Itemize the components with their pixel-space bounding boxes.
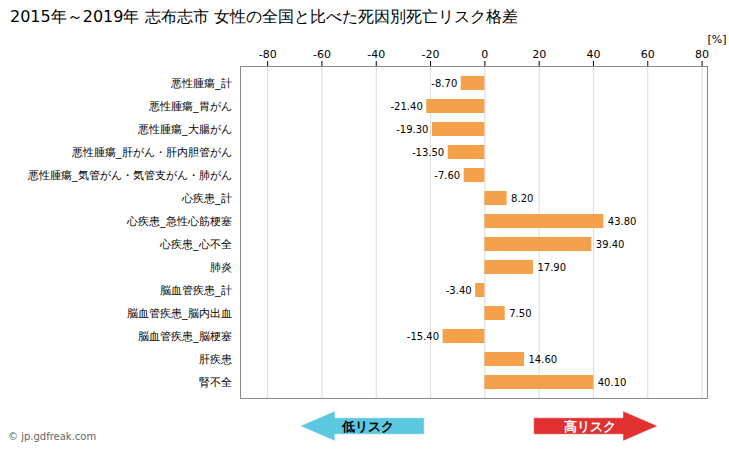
svg-text:-13.50: -13.50 xyxy=(412,147,444,158)
svg-text:-40: -40 xyxy=(367,48,385,61)
svg-text:心疾患_心不全: 心疾患_心不全 xyxy=(159,238,232,251)
svg-text:-8.70: -8.70 xyxy=(431,78,457,89)
svg-text:-20: -20 xyxy=(422,48,440,61)
svg-text:-15.40: -15.40 xyxy=(407,331,439,342)
svg-text:80: 80 xyxy=(695,48,709,61)
svg-text:39.40: 39.40 xyxy=(596,239,625,250)
svg-text:40: 40 xyxy=(586,48,600,61)
svg-text:60: 60 xyxy=(641,48,655,61)
svg-text:-60: -60 xyxy=(313,48,331,61)
svg-text:悪性腫瘍_気管がん・気管支がん・肺がん: 悪性腫瘍_気管がん・気管支がん・肺がん xyxy=(27,169,232,182)
html-text:2015年～2019年 志布志市 女性の全国と比べた死因別死: 2015年～2019年 志布志市 女性の全国と比べた死因別死亡リスク格差 xyxy=(10,7,518,26)
svg-text:高リスク: 高リスク xyxy=(564,419,616,434)
svg-text:7.50: 7.50 xyxy=(509,308,531,319)
svg-text:43.80: 43.80 xyxy=(608,216,637,227)
svg-text:-3.40: -3.40 xyxy=(446,285,472,296)
svg-text:心疾患_急性心筋梗塞: 心疾患_急性心筋梗塞 xyxy=(126,215,232,228)
svg-text:8.20: 8.20 xyxy=(511,193,533,204)
svg-text:脳血管疾患_脳梗塞: 脳血管疾患_脳梗塞 xyxy=(138,330,232,343)
svg-text:-21.40: -21.40 xyxy=(391,101,423,112)
svg-text:20: 20 xyxy=(532,48,546,61)
svg-text:心疾患_計: 心疾患_計 xyxy=(181,192,232,205)
svg-text:肝疾患: 肝疾患 xyxy=(199,353,232,366)
svg-text:脳血管疾患_脳内出血: 脳血管疾患_脳内出血 xyxy=(127,307,232,320)
svg-text:-7.60: -7.60 xyxy=(434,170,460,181)
svg-text:悪性腫瘍_胃がん: 悪性腫瘍_胃がん xyxy=(148,100,232,113)
svg-text:悪性腫瘍_大腸がん: 悪性腫瘍_大腸がん xyxy=(137,123,232,136)
svg-text:0: 0 xyxy=(481,48,488,61)
svg-text:低リスク: 低リスク xyxy=(341,419,394,434)
svg-text:40.10: 40.10 xyxy=(598,377,627,388)
svg-text:14.60: 14.60 xyxy=(529,354,558,365)
svg-text:脳血管疾患_計: 脳血管疾患_計 xyxy=(160,284,232,297)
svg-text:肺炎: 肺炎 xyxy=(210,261,232,274)
svg-text:悪性腫瘍_計: 悪性腫瘍_計 xyxy=(170,77,232,90)
svg-text:-80: -80 xyxy=(259,48,277,61)
svg-text:腎不全: 腎不全 xyxy=(199,376,232,389)
svg-text:© jp.gdfreak.com: © jp.gdfreak.com xyxy=(8,431,96,442)
svg-text:17.90: 17.90 xyxy=(537,262,566,273)
svg-text:悪性腫瘍_肝がん・肝内胆管がん: 悪性腫瘍_肝がん・肝内胆管がん xyxy=(71,146,232,159)
svg-text:-19.30: -19.30 xyxy=(396,124,428,135)
svg-text:[%]: [%] xyxy=(707,33,726,46)
